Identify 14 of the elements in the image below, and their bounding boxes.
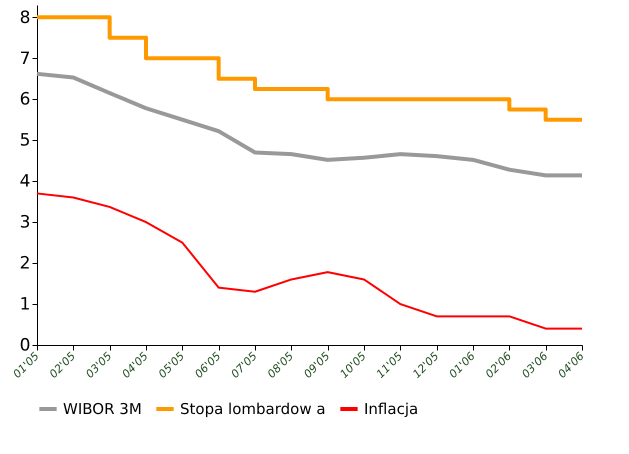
y-tick-label: 7 bbox=[20, 48, 30, 69]
legend-label: WIBOR 3M bbox=[63, 400, 142, 418]
y-tick-label: 0 bbox=[20, 336, 30, 356]
line-series bbox=[35, 72, 584, 178]
y-tick-label: 3 bbox=[20, 212, 30, 233]
legend-label: Inflacja bbox=[364, 400, 418, 418]
y-tick-label: 8 bbox=[20, 8, 30, 28]
legend-label: Stopa lombardow a bbox=[180, 400, 326, 418]
y-tick-label: 4 bbox=[20, 172, 30, 192]
line-series bbox=[36, 192, 583, 330]
y-tick-label: 2 bbox=[20, 254, 30, 274]
y-tick-label: 1 bbox=[20, 294, 30, 315]
y-tick-label: 6 bbox=[20, 90, 30, 110]
y-tick-label: 5 bbox=[20, 130, 30, 151]
